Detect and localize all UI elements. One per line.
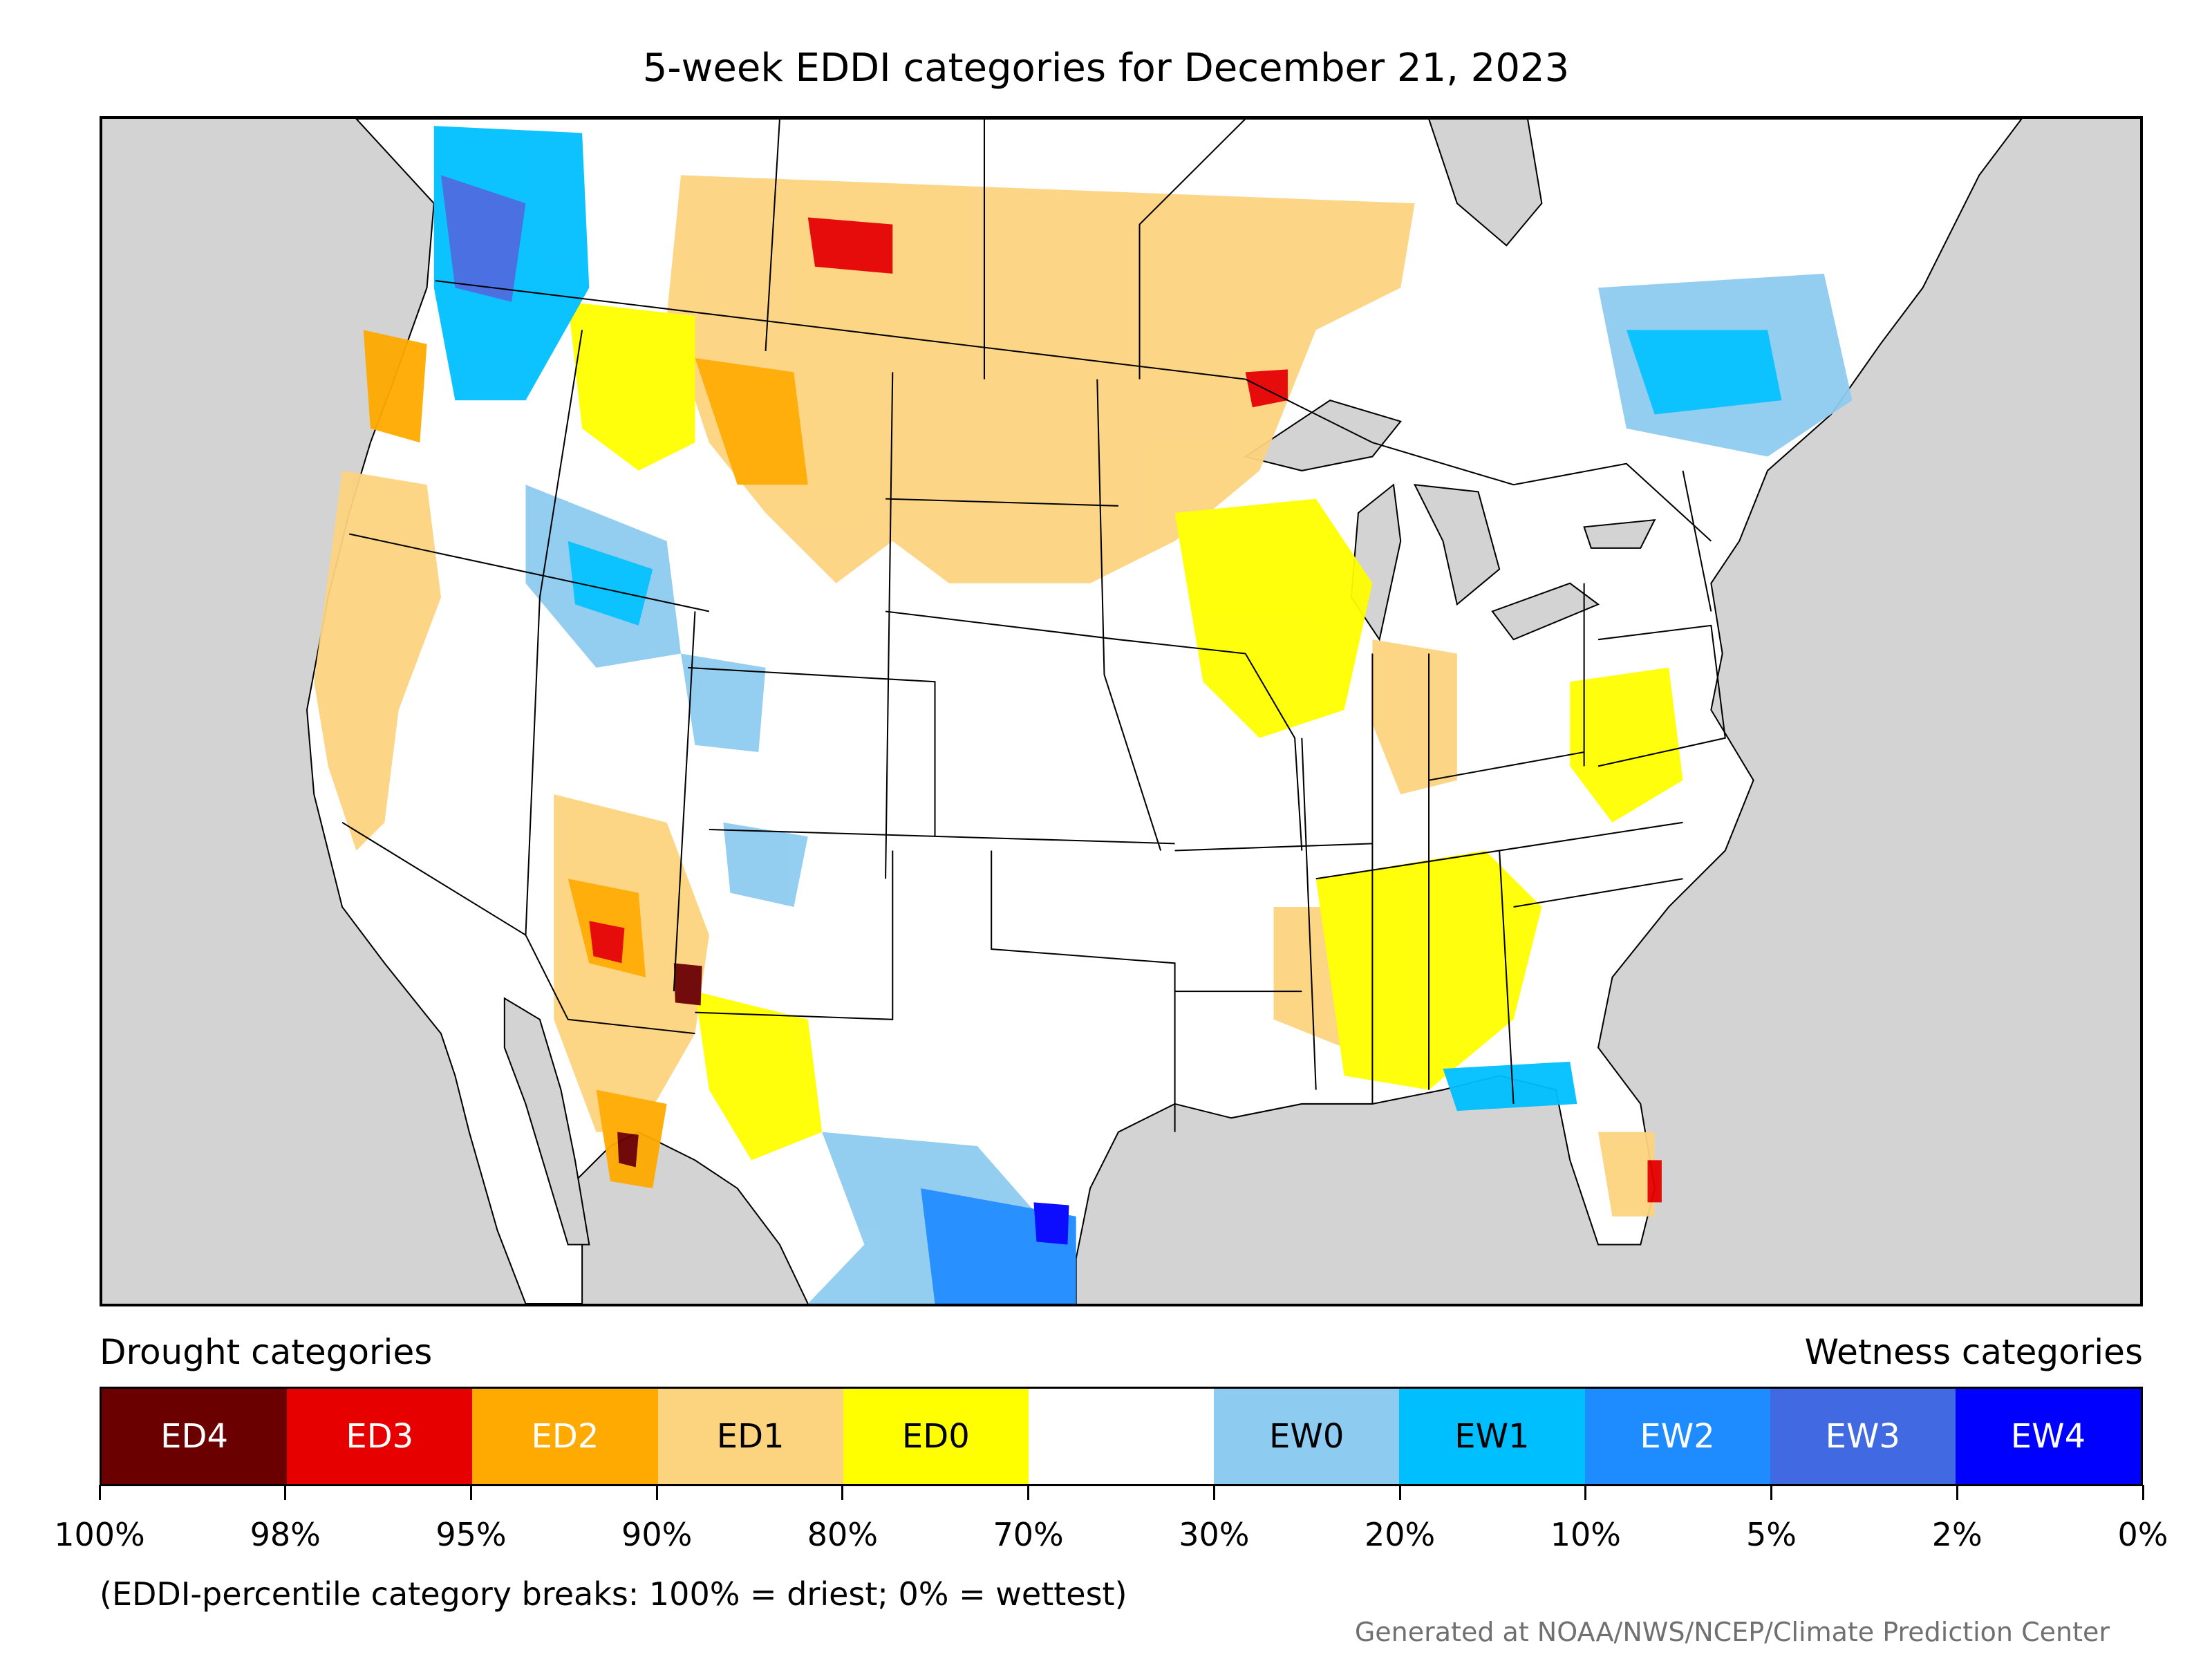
colorbar-tick [1584, 1485, 1587, 1500]
region-ed3-lake-superior [1245, 369, 1288, 408]
colorbar-tick-label: 95% [435, 1516, 507, 1553]
region-ew1-utah [568, 541, 653, 626]
source-credit: Generated at NOAA/NWS/NCEP/Climate Predi… [1354, 1617, 2110, 1647]
colorbar-cell-ed4: ED4 [102, 1389, 288, 1484]
colorbar-tick [469, 1485, 472, 1500]
colorbar-cell-ew3: EW3 [1770, 1389, 1956, 1484]
region-ed2-oregon [363, 330, 427, 443]
colorbar-tick-label: 30% [1179, 1516, 1250, 1553]
colorbar-cell-ew0: EW0 [1214, 1389, 1400, 1484]
colorbar-tick-label: 5% [1746, 1516, 1797, 1553]
region-ed0-texas-west [695, 991, 823, 1161]
colorbar-tick-label: 70% [993, 1516, 1064, 1553]
region-ed3-canada [807, 217, 893, 274]
colorbar-tick-label: 80% [807, 1516, 879, 1553]
region-ed3-florida [1647, 1160, 1662, 1203]
colorbar-tick-label: 2% [1931, 1516, 1983, 1553]
region-ew1-florida-panhandle [1443, 1061, 1577, 1112]
colorbar-cell-normal [1028, 1389, 1215, 1484]
region-ed4-sonora [617, 1132, 639, 1168]
colorbar-tick [1212, 1485, 1215, 1500]
percentile-footnote: (EDDI-percentile category breaks: 100% =… [100, 1575, 1127, 1613]
colorbar-cell-ew4: EW4 [1955, 1389, 2141, 1484]
region-ew4-houston [1033, 1202, 1069, 1245]
gulf-of-california [503, 997, 590, 1246]
eddi-map [100, 116, 2143, 1306]
region-ew0-colorado [681, 653, 766, 753]
region-ew3-pacific-northwest [440, 175, 526, 302]
colorbar-ticks [98, 1485, 2144, 1506]
political-boundaries [341, 119, 1726, 1132]
colorbar-tick [98, 1485, 101, 1500]
colorbar-cell-ed3: ED3 [287, 1389, 473, 1484]
region-ed0-northwest [568, 301, 695, 471]
region-ed4-new-mexico [673, 963, 702, 1006]
colorbar-tick-label: 100% [54, 1516, 145, 1553]
colorbar-tick [2141, 1485, 2144, 1500]
colorbar-cell-ed0: ED0 [843, 1389, 1029, 1484]
colorbar-tick-label: 20% [1364, 1516, 1436, 1553]
colorbar-tick [1398, 1485, 1401, 1500]
colorbar-tick [1027, 1485, 1030, 1500]
category-colorbar: ED4 ED3 ED2 ED1 ED0 EW0 EW1 EW2 EW3 EW4 [100, 1387, 2143, 1486]
colorbar-tick [655, 1485, 658, 1500]
region-ed3-arizona [589, 921, 625, 964]
colorbar-cell-ed1: ED1 [657, 1389, 843, 1484]
colorbar-cell-ew2: EW2 [1584, 1389, 1770, 1484]
map-canvas [102, 119, 2140, 1304]
region-ed1-north-plains [666, 175, 1415, 583]
colorbar-tick [284, 1485, 287, 1500]
colorbar-tick-label: 90% [621, 1516, 693, 1553]
hudson-bay [1427, 119, 1543, 247]
region-ed0-midwest [1174, 498, 1373, 738]
region-ed1-west-coast [314, 470, 441, 851]
colorbar-tick-label: 10% [1550, 1516, 1621, 1553]
region-ed2-montana [695, 358, 808, 485]
wetness-categories-heading: Wetness categories [1804, 1332, 2143, 1372]
eddi-regions [314, 126, 1853, 1304]
colorbar-cell-ed2: ED2 [472, 1389, 658, 1484]
region-ew0-new-mexico [723, 822, 808, 907]
region-ed1-ohio [1372, 639, 1457, 795]
map-title: 5-week EDDI categories for December 21, … [642, 46, 1570, 91]
colorbar-tick [841, 1485, 844, 1500]
region-ed1-florida [1598, 1132, 1655, 1217]
colorbar-cell-ew1: EW1 [1399, 1389, 1585, 1484]
colorbar-tick-label: 98% [250, 1516, 321, 1553]
region-ew1-quebec [1626, 330, 1782, 415]
colorbar-tick [1956, 1485, 1958, 1500]
region-ed0-mid-atlantic [1570, 667, 1683, 823]
drought-categories-heading: Drought categories [100, 1332, 433, 1372]
colorbar-tick [1770, 1485, 1773, 1500]
colorbar-tick-label: 0% [2117, 1516, 2168, 1553]
